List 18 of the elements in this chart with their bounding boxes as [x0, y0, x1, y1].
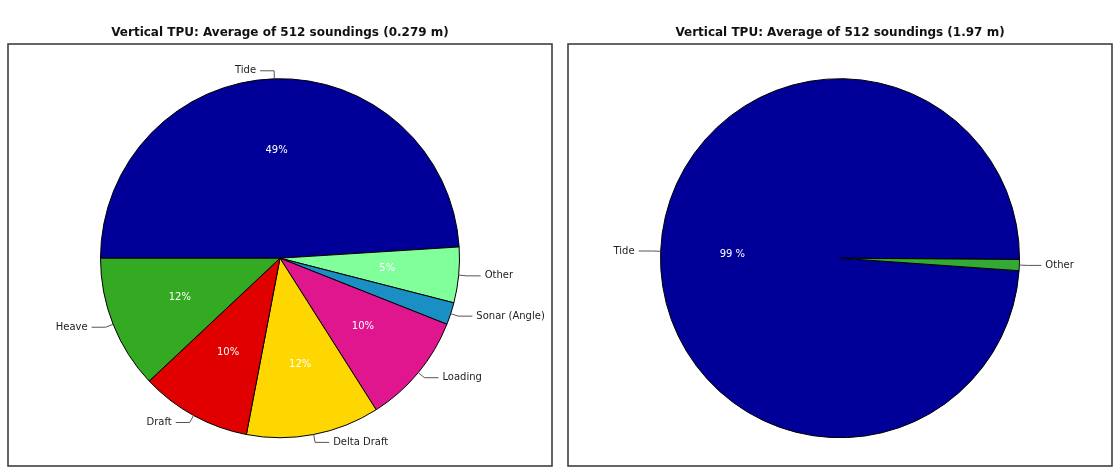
- data-label: 10%: [217, 346, 240, 358]
- data-label: 99 %: [719, 247, 746, 259]
- slice-label: Other: [1045, 258, 1075, 270]
- data-label: 49%: [265, 144, 288, 156]
- slice-label: Sonar (Angle): [476, 309, 545, 321]
- data-label: 5%: [379, 261, 396, 273]
- slice-label: Tide: [612, 244, 635, 256]
- slice-label: Tide: [234, 64, 257, 76]
- data-label: 12%: [289, 357, 312, 369]
- chart-title: Vertical TPU: Average of 512 soundings (1.97 m): [675, 25, 1005, 40]
- chart-title: Vertical TPU: Average of 512 soundings (0.279 m): [111, 25, 449, 40]
- slice-label: Delta Draft: [333, 435, 389, 447]
- data-label: 10%: [351, 320, 375, 332]
- slice-label: Other: [484, 269, 514, 281]
- data-label: 12%: [168, 291, 191, 303]
- slice-label: Draft: [146, 416, 172, 428]
- slice-label: Heave: [55, 320, 88, 332]
- slice-label: Loading: [442, 371, 482, 383]
